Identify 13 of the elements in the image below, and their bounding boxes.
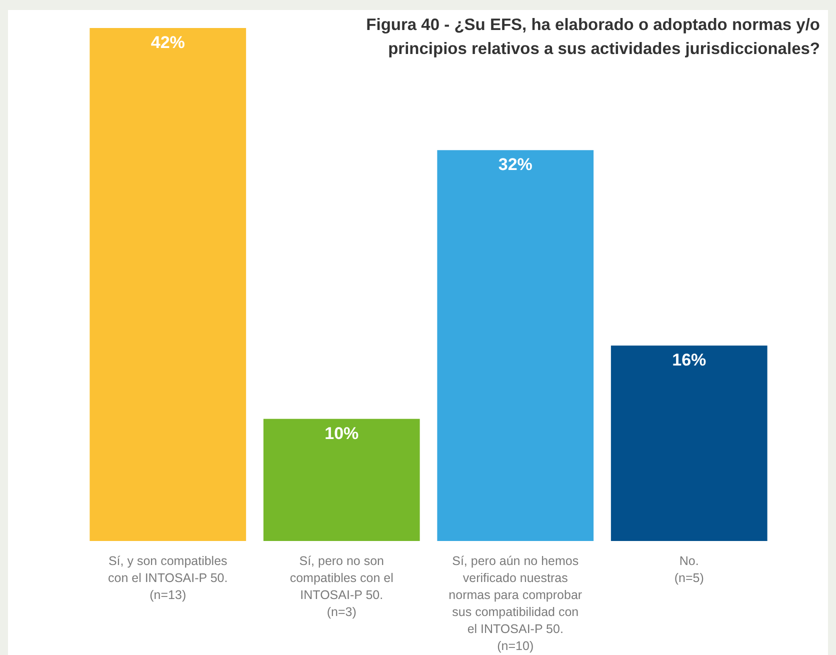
- bar: [90, 28, 246, 541]
- x-tick-label: Sí, pero aún no hemos verificado nuestras normas para comprobar sus compatibilidad con el INTOSAI-P 50. (n=10): [448, 554, 582, 653]
- x-tick-label: Sí, pero no son compatibles con el INTOSAI-P 50. (n=3): [290, 554, 394, 619]
- data-label: 42%: [150, 33, 185, 52]
- x-tick-label: Sí, y son compatibles con el INTOSAI-P 50. (n=13): [108, 554, 228, 602]
- bar: [610, 346, 768, 541]
- data-label: 10%: [324, 424, 359, 443]
- x-tick-label: No. (n=5): [674, 554, 704, 585]
- chart-title: Figura 40 - ¿Su EFS, ha elaborado o adoptado normas y/o principios relativos a sus actividades jurisdiccionales?: [366, 16, 820, 58]
- bar: [437, 150, 594, 541]
- bar: [263, 418, 420, 541]
- data-label: 32%: [498, 155, 532, 174]
- data-label: 16%: [672, 350, 706, 370]
